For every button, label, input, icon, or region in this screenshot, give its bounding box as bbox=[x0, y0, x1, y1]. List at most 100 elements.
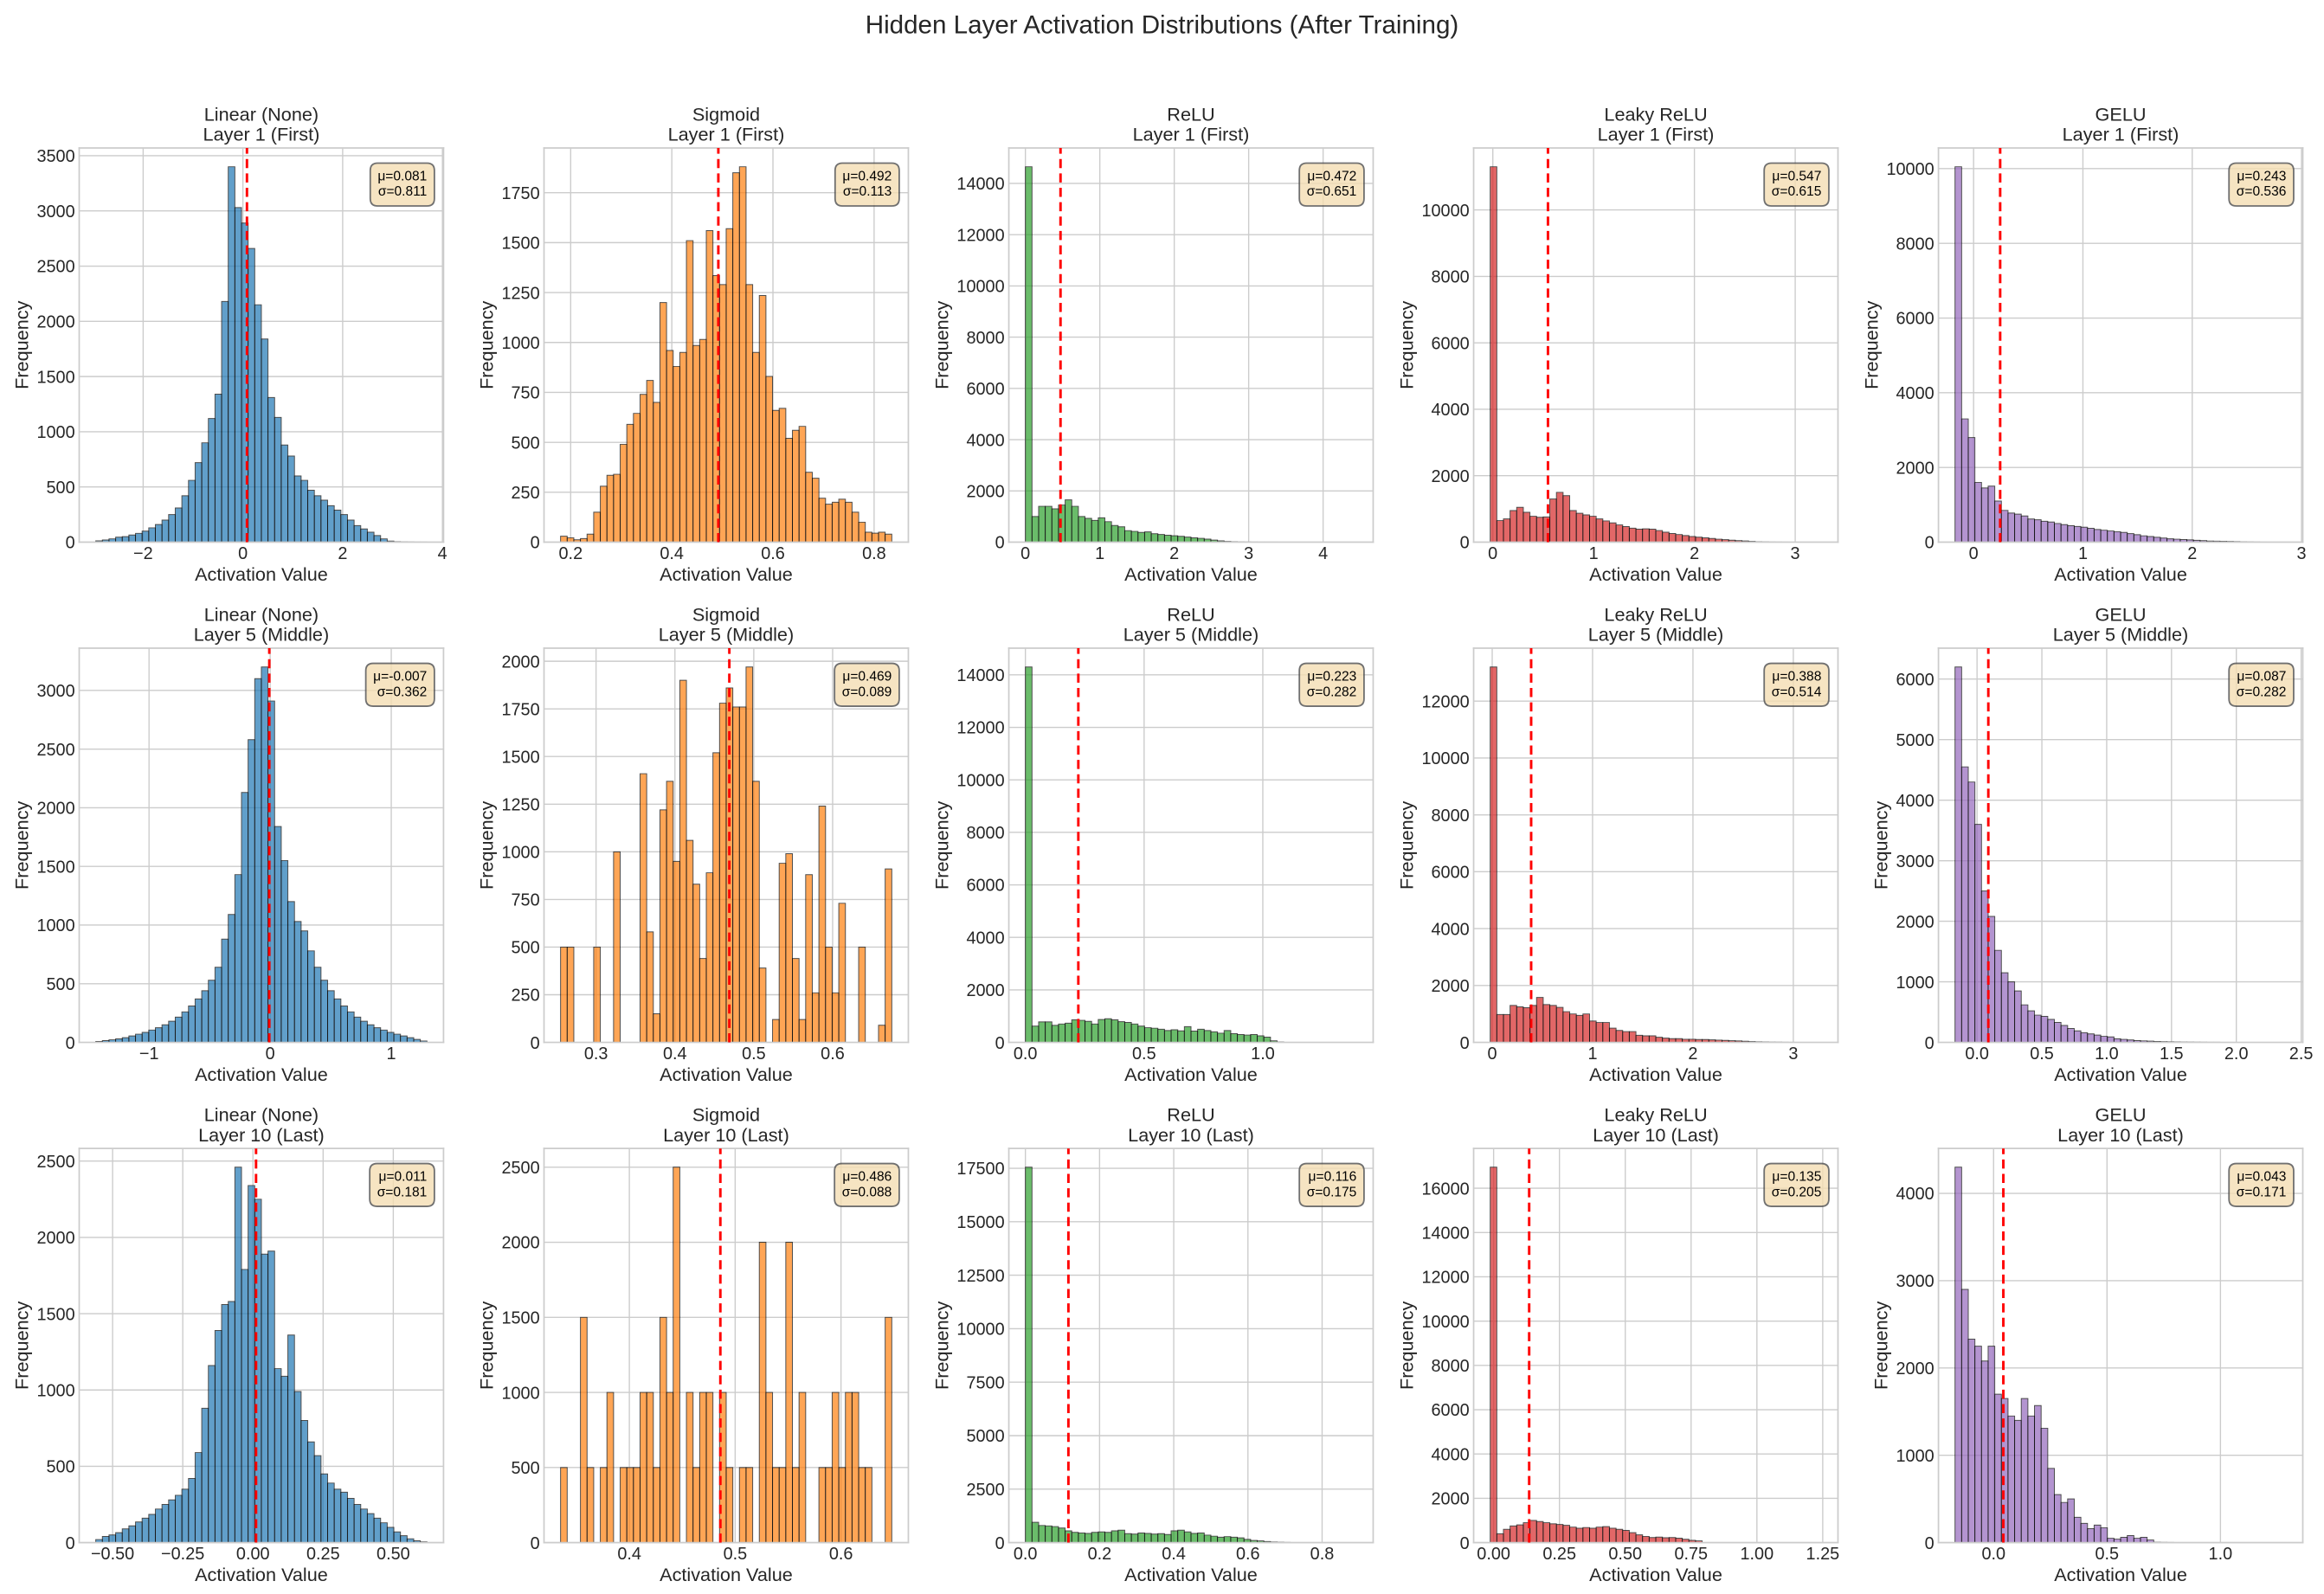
svg-text:1000: 1000 bbox=[501, 1384, 539, 1403]
svg-text:0.2: 0.2 bbox=[559, 544, 583, 563]
svg-text:3: 3 bbox=[1788, 1044, 1798, 1064]
svg-text:8000: 8000 bbox=[966, 329, 1004, 348]
svg-text:0.6: 0.6 bbox=[821, 1044, 845, 1064]
svg-text:2: 2 bbox=[1169, 544, 1179, 563]
svg-text:ReLU: ReLU bbox=[1167, 603, 1214, 625]
svg-text:6000: 6000 bbox=[966, 877, 1004, 896]
svg-text:500: 500 bbox=[46, 479, 74, 498]
svg-text:0: 0 bbox=[995, 1034, 1005, 1053]
svg-text:Activation Value: Activation Value bbox=[660, 1564, 793, 1585]
svg-text:0.00: 0.00 bbox=[1477, 1545, 1510, 1564]
svg-text:2000: 2000 bbox=[966, 482, 1004, 501]
svg-text:−0.50: −0.50 bbox=[91, 1545, 134, 1564]
svg-text:0.4: 0.4 bbox=[660, 544, 684, 563]
svg-text:μ=0.087: μ=0.087 bbox=[2237, 669, 2286, 684]
svg-text:Activation Value: Activation Value bbox=[1589, 1064, 1722, 1085]
svg-text:0.5: 0.5 bbox=[1132, 1044, 1156, 1064]
svg-text:σ=0.113: σ=0.113 bbox=[843, 184, 892, 199]
svg-text:4000: 4000 bbox=[966, 431, 1004, 450]
svg-text:σ=0.181: σ=0.181 bbox=[377, 1185, 428, 1199]
svg-text:4000: 4000 bbox=[1432, 1445, 1470, 1464]
svg-text:1: 1 bbox=[1587, 1044, 1597, 1064]
svg-text:500: 500 bbox=[46, 1458, 74, 1477]
svg-text:0.0: 0.0 bbox=[1014, 1044, 1038, 1064]
svg-text:0: 0 bbox=[238, 544, 248, 563]
svg-text:1000: 1000 bbox=[501, 844, 539, 863]
svg-text:Activation Value: Activation Value bbox=[1589, 563, 1722, 585]
svg-text:μ=0.081: μ=0.081 bbox=[377, 169, 427, 183]
svg-text:GELU: GELU bbox=[2095, 103, 2147, 125]
svg-text:μ=0.469: μ=0.469 bbox=[842, 669, 892, 684]
svg-text:μ=0.388: μ=0.388 bbox=[1772, 669, 1821, 684]
svg-text:0: 0 bbox=[1020, 544, 1030, 563]
svg-text:Frequency: Frequency bbox=[1395, 300, 1417, 389]
svg-text:1500: 1500 bbox=[36, 368, 74, 387]
svg-text:μ=0.011: μ=0.011 bbox=[378, 1169, 427, 1184]
svg-text:2500: 2500 bbox=[36, 1153, 74, 1172]
svg-text:5000: 5000 bbox=[966, 1427, 1004, 1446]
svg-text:Frequency: Frequency bbox=[930, 800, 952, 889]
svg-text:1500: 1500 bbox=[501, 1309, 539, 1328]
svg-text:μ=-0.007: μ=-0.007 bbox=[373, 669, 427, 684]
svg-text:6000: 6000 bbox=[1896, 671, 1935, 690]
svg-text:μ=0.135: μ=0.135 bbox=[1772, 1169, 1821, 1184]
svg-text:10000: 10000 bbox=[956, 278, 1004, 297]
svg-text:6000: 6000 bbox=[1896, 310, 1935, 329]
svg-text:2500: 2500 bbox=[501, 1159, 539, 1178]
svg-text:14000: 14000 bbox=[956, 175, 1004, 194]
svg-text:Frequency: Frequency bbox=[475, 300, 497, 389]
svg-text:Layer 5 (Middle): Layer 5 (Middle) bbox=[1123, 624, 1259, 646]
svg-text:σ=0.615: σ=0.615 bbox=[1772, 184, 1822, 199]
svg-text:14000: 14000 bbox=[1421, 1224, 1469, 1243]
svg-text:Leaky ReLU: Leaky ReLU bbox=[1604, 1103, 1707, 1125]
svg-text:4000: 4000 bbox=[1432, 920, 1470, 939]
svg-text:0: 0 bbox=[66, 534, 75, 553]
svg-text:4000: 4000 bbox=[1896, 1185, 1935, 1204]
svg-text:Frequency: Frequency bbox=[1870, 800, 1891, 889]
svg-text:0: 0 bbox=[1925, 534, 1935, 553]
svg-text:μ=0.486: μ=0.486 bbox=[842, 1169, 892, 1184]
svg-text:6000: 6000 bbox=[1432, 864, 1470, 883]
svg-text:Frequency: Frequency bbox=[1395, 800, 1417, 889]
svg-text:3: 3 bbox=[1791, 544, 1800, 563]
svg-text:GELU: GELU bbox=[2095, 603, 2147, 625]
svg-text:1: 1 bbox=[1095, 544, 1104, 563]
svg-text:0: 0 bbox=[531, 534, 540, 553]
svg-text:Sigmoid: Sigmoid bbox=[692, 103, 760, 125]
svg-text:Layer 10 (Last): Layer 10 (Last) bbox=[663, 1124, 789, 1146]
svg-text:Activation Value: Activation Value bbox=[195, 563, 328, 585]
svg-text:Frequency: Frequency bbox=[475, 1302, 497, 1390]
svg-text:Frequency: Frequency bbox=[1395, 1302, 1417, 1390]
svg-text:Activation Value: Activation Value bbox=[1589, 1564, 1722, 1585]
svg-text:2500: 2500 bbox=[966, 1481, 1004, 1500]
svg-text:1000: 1000 bbox=[501, 334, 539, 353]
svg-text:4000: 4000 bbox=[1896, 792, 1935, 811]
svg-text:ReLU: ReLU bbox=[1167, 103, 1214, 125]
svg-text:Layer 1 (First): Layer 1 (First) bbox=[203, 124, 320, 145]
svg-text:1.0: 1.0 bbox=[2095, 1044, 2119, 1064]
svg-text:3000: 3000 bbox=[1896, 852, 1935, 871]
svg-text:8000: 8000 bbox=[966, 824, 1004, 843]
svg-text:Layer 5 (Middle): Layer 5 (Middle) bbox=[2053, 624, 2188, 646]
svg-text:4: 4 bbox=[1318, 544, 1328, 563]
svg-text:0.0: 0.0 bbox=[1014, 1545, 1038, 1564]
svg-text:σ=0.088: σ=0.088 bbox=[842, 1185, 892, 1199]
svg-text:σ=0.811: σ=0.811 bbox=[378, 184, 427, 199]
svg-text:0.5: 0.5 bbox=[2095, 1545, 2120, 1564]
svg-text:Layer 1 (First): Layer 1 (First) bbox=[1598, 124, 1715, 145]
svg-text:2000: 2000 bbox=[36, 313, 74, 332]
svg-text:10000: 10000 bbox=[1421, 749, 1469, 768]
svg-text:10000: 10000 bbox=[956, 1321, 1004, 1340]
svg-text:0: 0 bbox=[66, 1534, 75, 1553]
svg-text:8000: 8000 bbox=[1896, 235, 1935, 254]
svg-text:−0.25: −0.25 bbox=[161, 1545, 204, 1564]
svg-text:2: 2 bbox=[338, 544, 347, 563]
svg-text:0.25: 0.25 bbox=[1542, 1545, 1576, 1564]
svg-text:Activation Value: Activation Value bbox=[2054, 1564, 2187, 1585]
svg-text:σ=0.171: σ=0.171 bbox=[2237, 1185, 2287, 1199]
svg-text:12000: 12000 bbox=[1421, 1269, 1469, 1288]
svg-text:1250: 1250 bbox=[501, 795, 539, 814]
svg-text:Activation Value: Activation Value bbox=[1124, 563, 1258, 585]
svg-text:12000: 12000 bbox=[956, 719, 1004, 738]
svg-text:3500: 3500 bbox=[36, 147, 74, 166]
